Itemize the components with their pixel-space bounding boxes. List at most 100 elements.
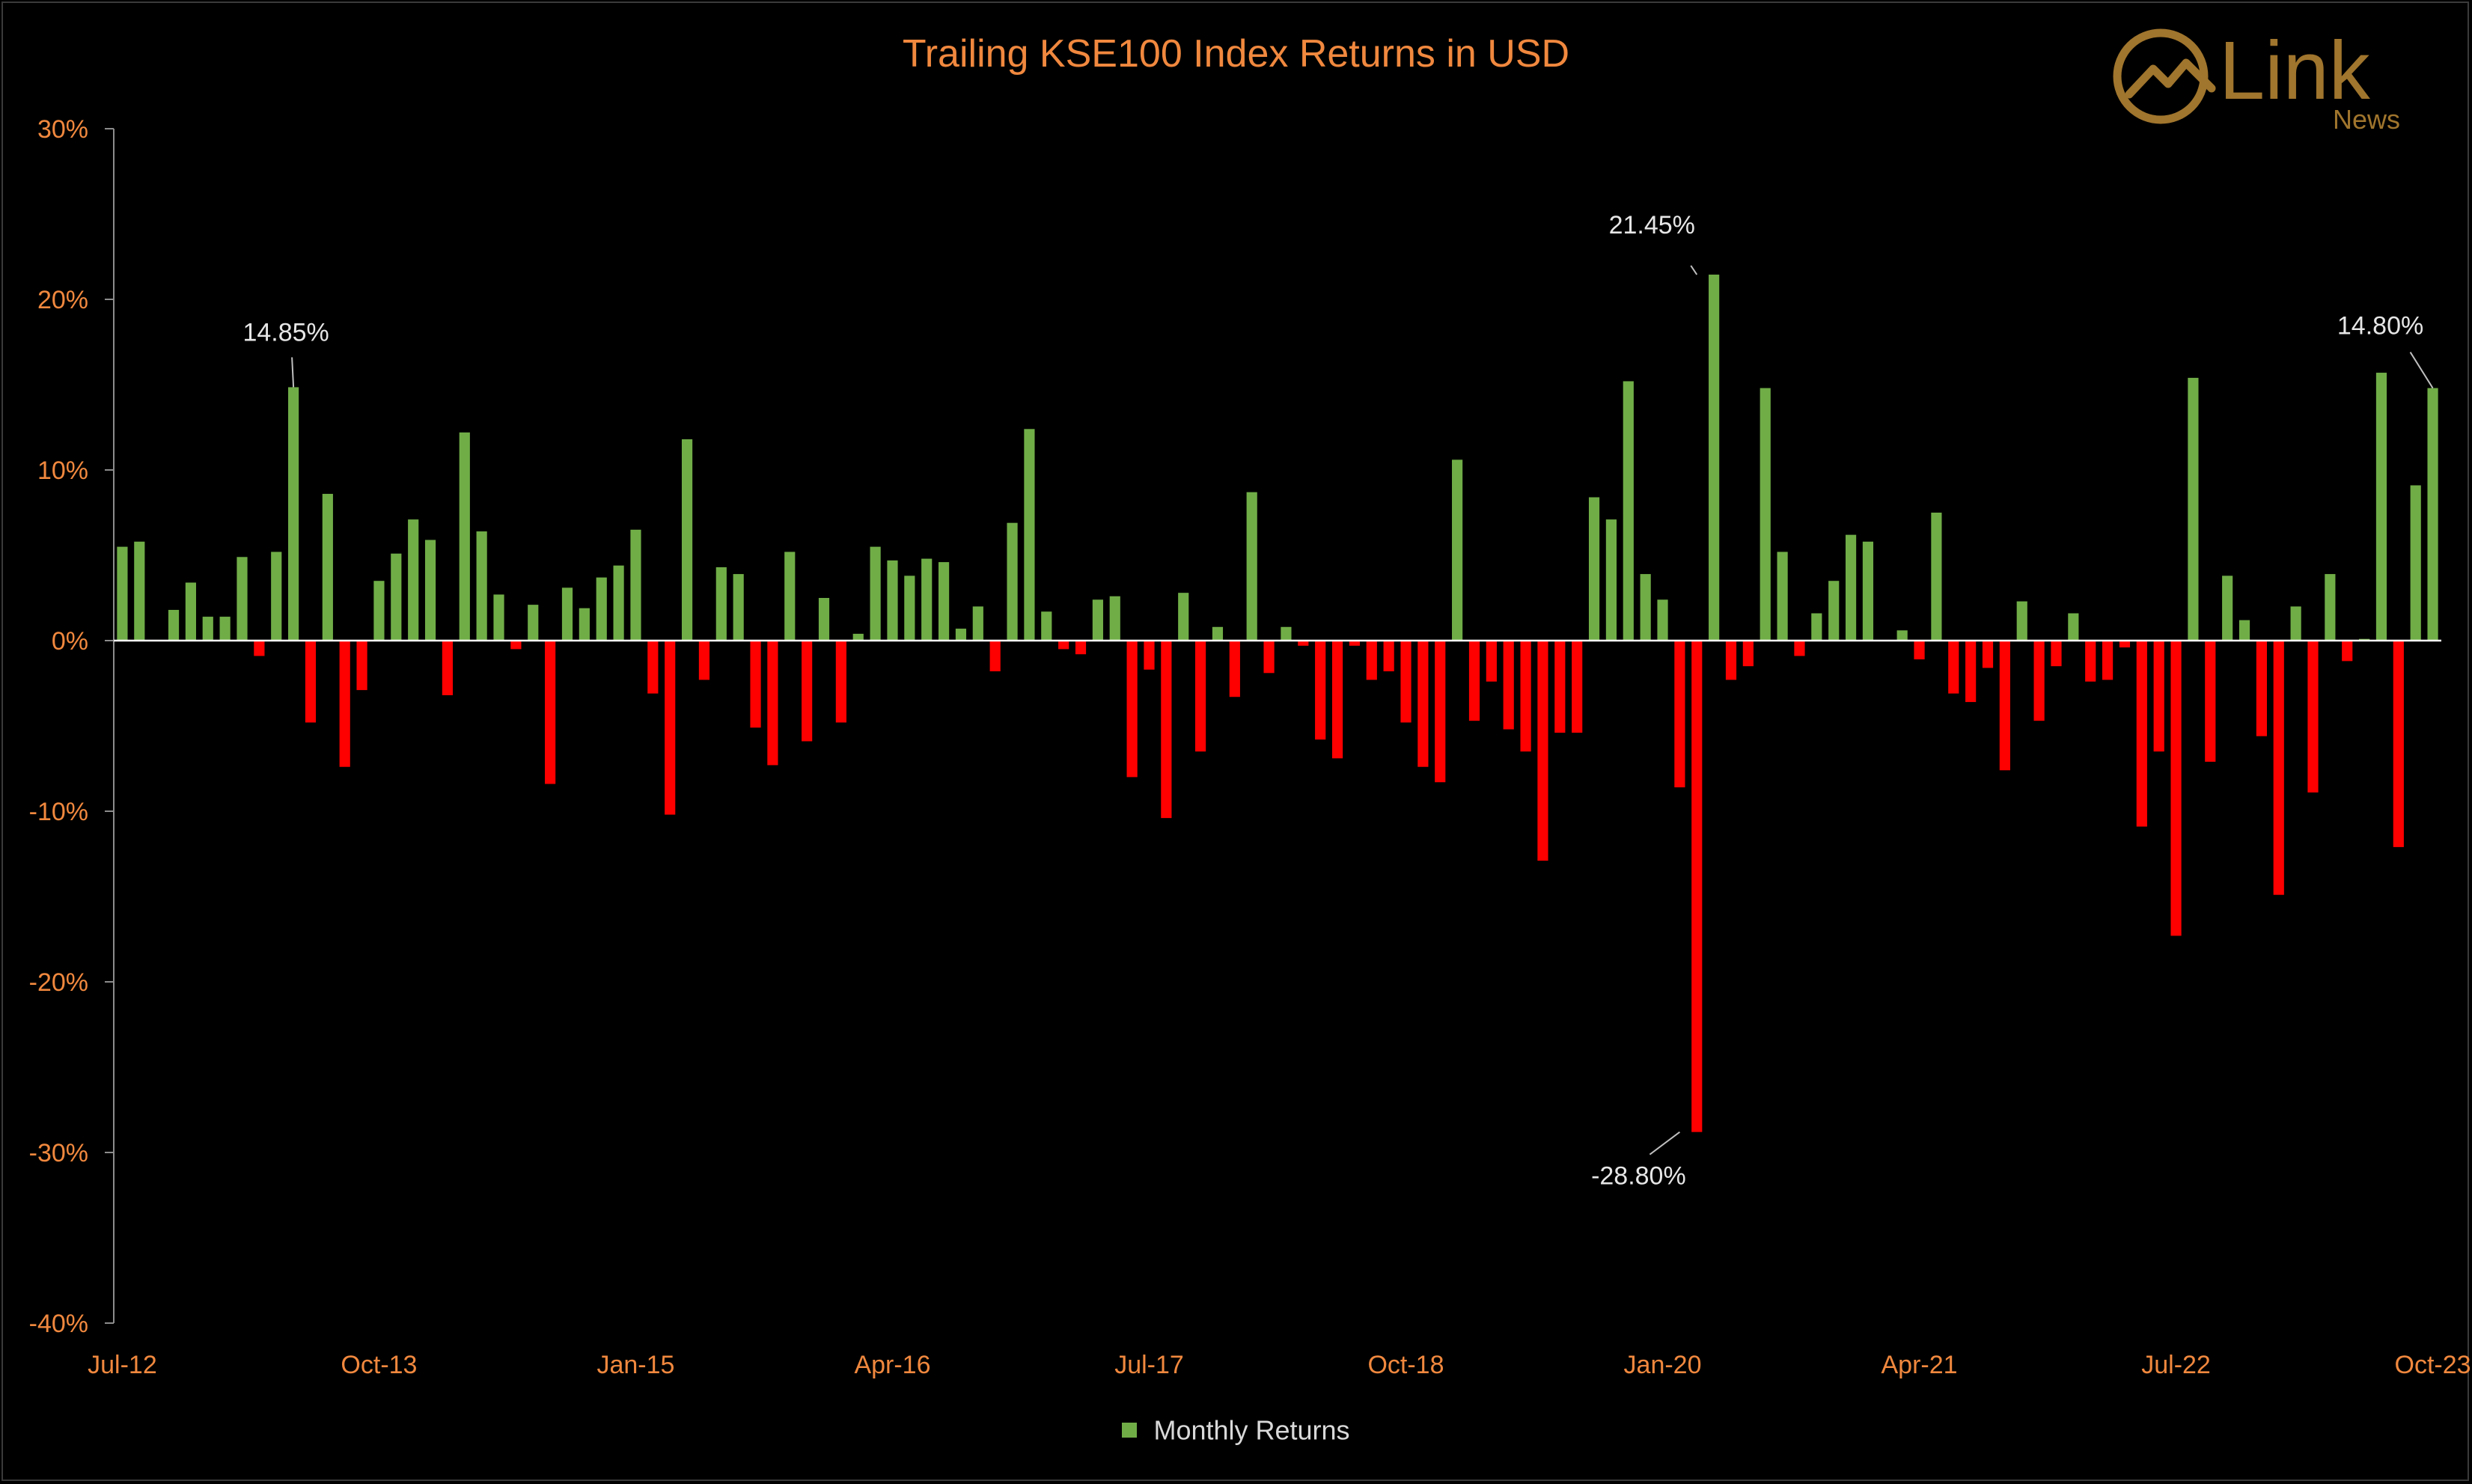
logo-sub-text: News — [2333, 104, 2400, 135]
bar-negative — [1417, 641, 1429, 767]
bar-negative — [510, 641, 522, 650]
bar-negative — [698, 641, 710, 680]
data-label-leader — [2409, 352, 2434, 389]
bar-positive — [1640, 574, 1651, 641]
bar-positive — [202, 617, 213, 641]
bar-positive — [1212, 626, 1224, 641]
bar-negative — [2273, 641, 2284, 895]
bar-negative — [1914, 641, 1925, 660]
bar-negative — [1965, 641, 1977, 703]
bar-negative — [1161, 641, 1172, 819]
bar-negative — [2307, 641, 2319, 793]
bar-positive — [117, 546, 128, 641]
bar-negative — [2205, 641, 2216, 762]
bar-negative — [1725, 641, 1737, 680]
y-tick-label: 0% — [52, 627, 88, 656]
bar-positive — [1931, 513, 1942, 641]
data-label-leader — [1649, 1131, 1680, 1155]
bar-positive — [1007, 522, 1018, 641]
bar-positive — [870, 546, 881, 641]
legend-swatch — [1122, 1423, 1138, 1438]
x-tick-label: Jan-20 — [1624, 1351, 1702, 1379]
y-tick-label: -10% — [29, 798, 88, 826]
bar-negative — [1058, 641, 1069, 650]
bar-negative — [2153, 641, 2164, 752]
data-label-leader — [1690, 265, 1698, 275]
bar-negative — [1229, 641, 1240, 697]
bar-positive — [733, 574, 744, 641]
bar-positive — [2016, 601, 2027, 641]
bar-negative — [1263, 641, 1275, 674]
x-tick-label: Jul-12 — [88, 1351, 157, 1379]
bar-negative — [2051, 641, 2062, 667]
bar-negative — [665, 641, 676, 815]
bar-negative — [1400, 641, 1412, 723]
bar-negative — [1486, 641, 1497, 682]
bar-negative — [1126, 641, 1138, 778]
bar-positive — [2410, 485, 2421, 641]
bar-negative — [356, 641, 367, 691]
data-label: 21.45% — [1609, 211, 1695, 239]
bar-positive — [322, 493, 333, 641]
bar-positive — [1041, 611, 1052, 641]
bar-positive — [2188, 377, 2199, 641]
bar-positive — [596, 577, 607, 641]
bar-positive — [1109, 596, 1120, 641]
bar-positive — [1623, 381, 1634, 641]
x-tick-label: Jul-22 — [2141, 1351, 2211, 1379]
logo-chart-line-icon — [2125, 58, 2216, 99]
bar-negative — [1503, 641, 1514, 730]
bar-negative — [989, 641, 1001, 672]
x-tick-label: Oct-18 — [1367, 1351, 1444, 1379]
bar-positive — [887, 560, 898, 641]
bar-negative — [802, 641, 813, 742]
bar-positive — [1845, 534, 1857, 641]
bar-positive — [2325, 574, 2336, 641]
bar-positive — [681, 439, 693, 641]
data-label: 14.80% — [2337, 312, 2423, 341]
bar-negative — [1315, 641, 1326, 740]
x-tick-label: Oct-23 — [2395, 1351, 2471, 1379]
bar-positive — [938, 562, 950, 641]
bar-positive — [630, 529, 641, 641]
x-tick-label: Oct-13 — [341, 1351, 417, 1379]
bar-positive — [852, 633, 864, 641]
bar-positive — [1452, 459, 1463, 641]
x-tick-label: Apr-21 — [1882, 1351, 1958, 1379]
bar-negative — [2085, 641, 2096, 682]
bar-negative — [2119, 641, 2131, 648]
bar-negative — [1366, 641, 1377, 680]
bar-negative — [1572, 641, 1583, 733]
bar-positive — [493, 594, 504, 641]
y-tick-label: -20% — [29, 968, 88, 997]
bar-positive — [1760, 388, 1771, 641]
bar-positive — [1178, 593, 1189, 641]
bar-negative — [2170, 641, 2182, 936]
bar-positive — [288, 387, 299, 641]
chart-legend: Monthly Returns — [0, 1413, 2472, 1446]
bar-positive — [904, 575, 915, 641]
bar-positive — [2427, 388, 2438, 641]
bar-negative — [2342, 641, 2353, 662]
bar-negative — [339, 641, 350, 767]
bar-positive — [972, 606, 983, 641]
bar-negative — [767, 641, 778, 766]
bar-positive — [2222, 575, 2233, 641]
bar-positive — [1024, 429, 1035, 641]
bar-negative — [835, 641, 846, 723]
bar-positive — [1777, 552, 1788, 641]
bar-positive — [219, 617, 231, 641]
bar-positive — [134, 541, 145, 641]
bar-positive — [476, 531, 487, 641]
y-tick-label: -30% — [29, 1139, 88, 1167]
bar-positive — [1811, 613, 1822, 641]
bar-negative — [1537, 641, 1548, 861]
bar-positive — [818, 598, 830, 641]
bar-positive — [1281, 626, 1292, 641]
bar-positive — [391, 553, 402, 641]
bar-positive — [2290, 606, 2301, 641]
bar-positive — [271, 552, 282, 641]
link-news-logo: Link News — [2113, 25, 2400, 135]
bar-negative — [1468, 641, 1480, 721]
bar-negative — [1554, 641, 1566, 733]
